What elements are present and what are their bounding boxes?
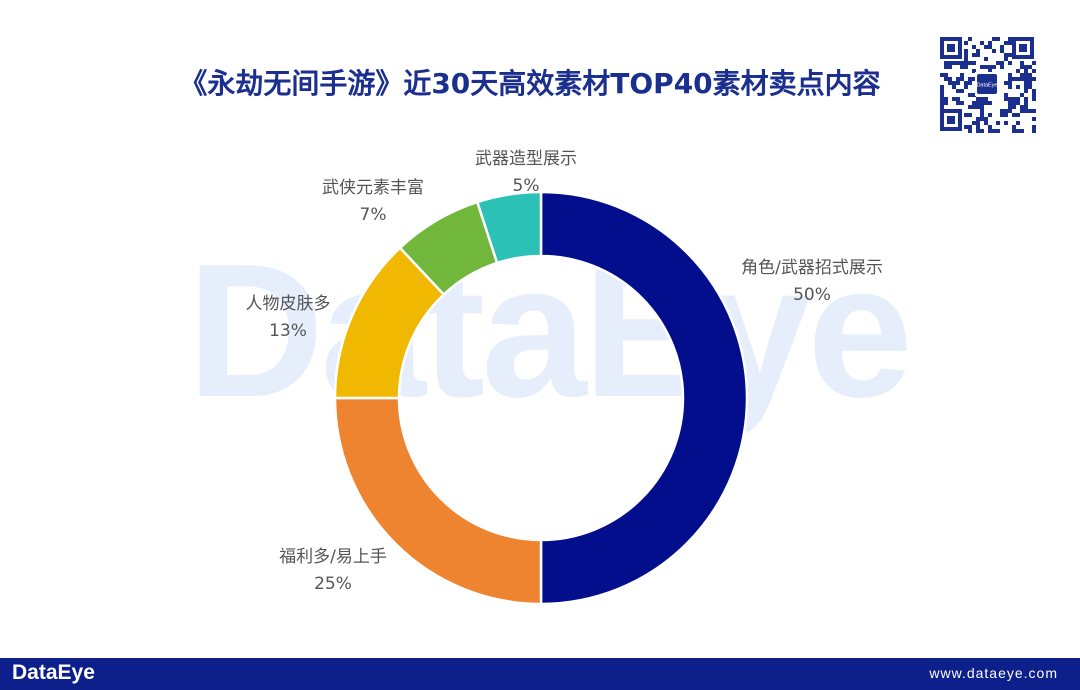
slice-value-label: 13% bbox=[269, 321, 307, 341]
chart-title: 《永劫无间手游》近30天高效素材TOP40素材卖点内容 bbox=[179, 67, 881, 100]
footer-url[interactable]: www.dataeye.com bbox=[929, 665, 1058, 681]
slice-label: 角色/武器招式展示 bbox=[741, 258, 883, 278]
slice-value-label: 50% bbox=[793, 285, 831, 305]
qr-code[interactable]: DataEye bbox=[938, 35, 1036, 133]
footer-logo: DataEye bbox=[12, 661, 95, 684]
qr-center-logo: DataEye bbox=[976, 83, 997, 89]
donut-chart: 角色/武器招式展示 50% 福利多/易上手 25% 人物皮肤多 13% 武侠元素丰富 7% 武器… bbox=[246, 149, 883, 606]
slice-label: 人物皮肤多 bbox=[246, 294, 331, 314]
qr-code-graphic: DataEye bbox=[940, 37, 1036, 133]
donut-slice[interactable] bbox=[475, 190, 543, 265]
donut-slice[interactable] bbox=[539, 190, 749, 606]
watermark-logo: DataEye bbox=[187, 225, 913, 437]
slice-label: 武侠元素丰富 bbox=[322, 178, 424, 198]
slice-value-label: 7% bbox=[360, 205, 387, 225]
footer-bar: DataEye www.dataeye.com bbox=[0, 658, 1080, 690]
slice-value-label: 25% bbox=[314, 574, 352, 594]
slice-label: 福利多/易上手 bbox=[279, 547, 387, 567]
slice-value-label: 5% bbox=[513, 176, 540, 196]
donut-slice[interactable] bbox=[333, 396, 543, 606]
slice-label: 武器造型展示 bbox=[475, 149, 577, 169]
